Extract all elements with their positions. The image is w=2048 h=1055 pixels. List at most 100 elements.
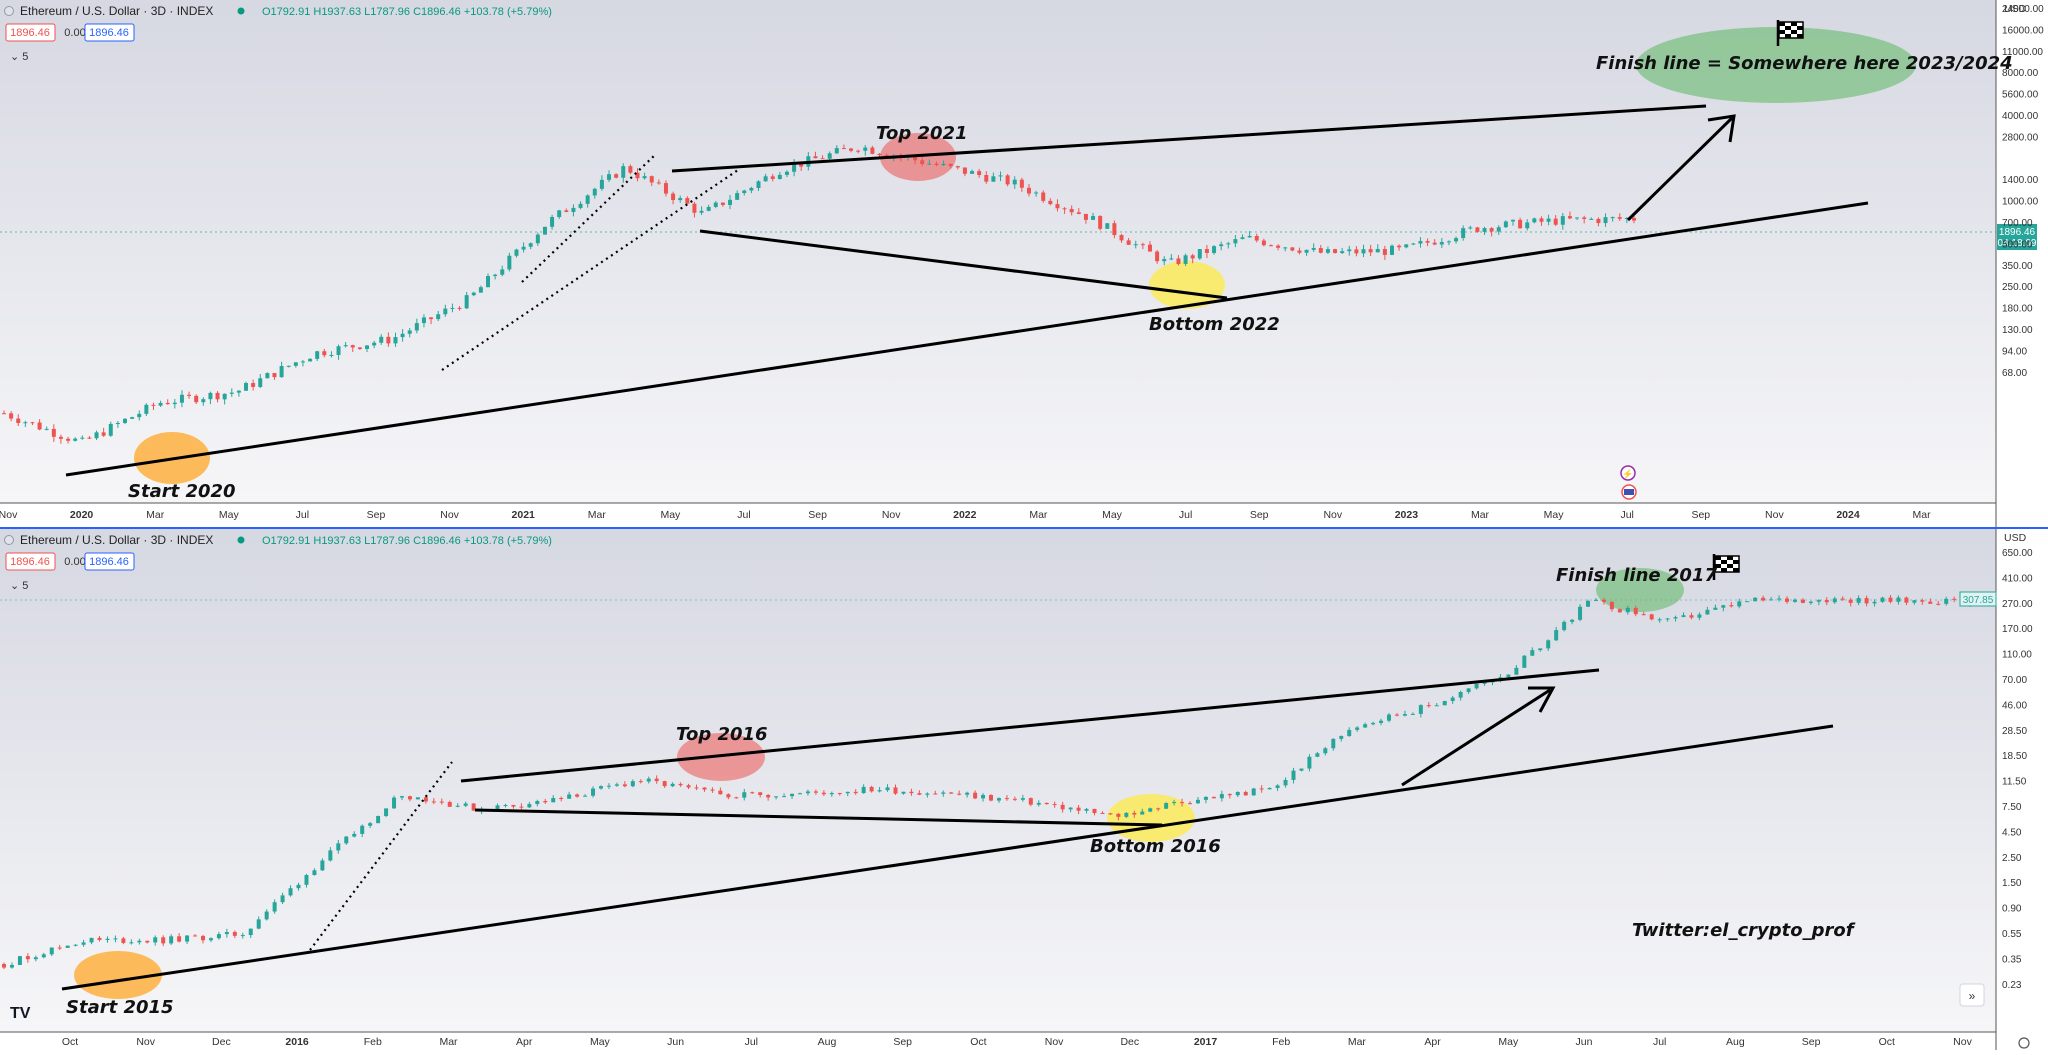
candle	[827, 151, 832, 161]
candle	[343, 341, 348, 348]
candle	[256, 916, 261, 930]
bottom-price-axis[interactable]	[1996, 529, 2048, 1032]
top-time-axis[interactable]	[0, 503, 1996, 529]
candle	[1522, 654, 1527, 668]
candle	[265, 372, 270, 379]
time-tick-label: Mar	[1471, 509, 1490, 521]
candle	[962, 167, 967, 177]
symbol-title[interactable]: Ethereum / U.S. Dollar · 3D · INDEX	[20, 4, 213, 18]
candle	[1062, 207, 1067, 214]
candle	[671, 191, 676, 205]
indicators-toggle[interactable]: ⌄ 5	[10, 51, 28, 63]
candle	[1560, 212, 1565, 230]
top-legend[interactable]: Ethereum / U.S. Dollar · 3D · INDEX O179…	[4, 4, 552, 63]
candle	[455, 803, 460, 808]
finish-line-2017-highlight[interactable]	[1596, 568, 1684, 612]
candle	[1880, 596, 1885, 603]
sell-price-box[interactable]	[5, 23, 56, 42]
bottom-time-axis[interactable]	[0, 1032, 1996, 1050]
resistance-trendline-bottom[interactable]	[460, 668, 1600, 783]
candle	[678, 782, 683, 787]
support-trendline-top[interactable]	[65, 201, 1869, 477]
candle	[635, 168, 640, 182]
descending-trendline-bottom[interactable]	[474, 808, 1163, 827]
candle	[97, 935, 102, 942]
candle	[1290, 247, 1295, 252]
arrow-shaft-bottom[interactable]	[1401, 688, 1551, 787]
start-2015-highlight[interactable]	[74, 951, 162, 999]
candle	[9, 962, 14, 969]
candle	[1169, 254, 1174, 261]
candle	[1586, 599, 1591, 607]
candle	[1753, 597, 1758, 602]
candle	[1371, 721, 1376, 726]
currency-unit-bottom[interactable]: USD	[2004, 532, 2027, 544]
currency-unit-top[interactable]: USD	[2004, 3, 2027, 15]
candle	[201, 397, 206, 406]
sell-price-box[interactable]	[5, 552, 56, 571]
bottom-plot-area[interactable]	[0, 529, 1996, 1032]
arrow-head-top[interactable]	[1707, 114, 1736, 143]
candle	[1474, 683, 1479, 690]
channel-upper-dotted[interactable]	[521, 153, 657, 283]
candle	[559, 796, 564, 802]
panel-separator[interactable]	[0, 527, 2048, 529]
candle	[1411, 242, 1416, 246]
candle	[1219, 241, 1224, 251]
time-tick-label: Jul	[737, 509, 750, 521]
candle	[179, 390, 184, 408]
candle	[1243, 790, 1248, 796]
arrow-shaft-top[interactable]	[1626, 116, 1734, 222]
candle	[614, 173, 619, 179]
candle	[578, 201, 583, 210]
price-tick-label: 28.50	[2002, 726, 2027, 737]
resistance-trendline-top[interactable]	[671, 104, 1707, 173]
bottom-2022-highlight[interactable]	[1149, 261, 1225, 309]
price-tick-label: 180.00	[2002, 304, 2033, 315]
candle	[293, 362, 298, 368]
candle	[1005, 173, 1010, 187]
candle	[1083, 213, 1088, 224]
event-lightning-icon[interactable]	[1620, 465, 1636, 481]
candle	[177, 933, 182, 943]
candle	[300, 359, 305, 367]
time-tick-label: May	[219, 509, 240, 521]
start-2020-label: Start 2020	[128, 481, 236, 502]
top-drawings[interactable]	[65, 104, 1869, 477]
buy-price-box[interactable]	[84, 23, 135, 42]
descending-trendline-top[interactable]	[699, 229, 1228, 300]
bottom-legend[interactable]: Ethereum / U.S. Dollar · 3D · INDEX O179…	[4, 533, 552, 592]
support-trendline-bottom[interactable]	[61, 724, 1834, 991]
top-price-axis[interactable]	[1996, 0, 2048, 503]
candle	[1233, 235, 1238, 248]
settings-gear-icon[interactable]	[2018, 1037, 2030, 1049]
candle	[1259, 785, 1264, 793]
candle	[1404, 243, 1409, 249]
indicators-toggle[interactable]: ⌄ 5	[10, 580, 28, 592]
time-tick-label: Apr	[516, 1036, 533, 1048]
candle	[1649, 613, 1654, 621]
candle	[1012, 796, 1017, 802]
candle	[57, 944, 62, 951]
buy-price-box[interactable]	[84, 552, 135, 571]
candle	[1816, 599, 1821, 606]
candle	[1450, 695, 1455, 704]
bottom-drawings[interactable]	[61, 668, 1834, 991]
price-tick-label: 68.00	[2002, 368, 2027, 379]
scroll-to-realtime-button[interactable]	[1959, 983, 1985, 1007]
candle	[1496, 225, 1501, 235]
candle	[630, 779, 635, 788]
candle	[1482, 226, 1487, 235]
arrow-head-bottom[interactable]	[1528, 686, 1556, 713]
symbol-title[interactable]: Ethereum / U.S. Dollar · 3D · INDEX	[20, 533, 213, 547]
candle	[1792, 598, 1797, 603]
candle	[1856, 595, 1861, 606]
candle	[1458, 690, 1463, 701]
finish-line-2024-highlight[interactable]	[1636, 27, 1916, 103]
candle	[774, 796, 779, 800]
candle	[423, 796, 428, 804]
candle	[66, 436, 71, 444]
candle	[161, 935, 166, 947]
candle	[1936, 600, 1941, 606]
candle	[622, 781, 627, 788]
